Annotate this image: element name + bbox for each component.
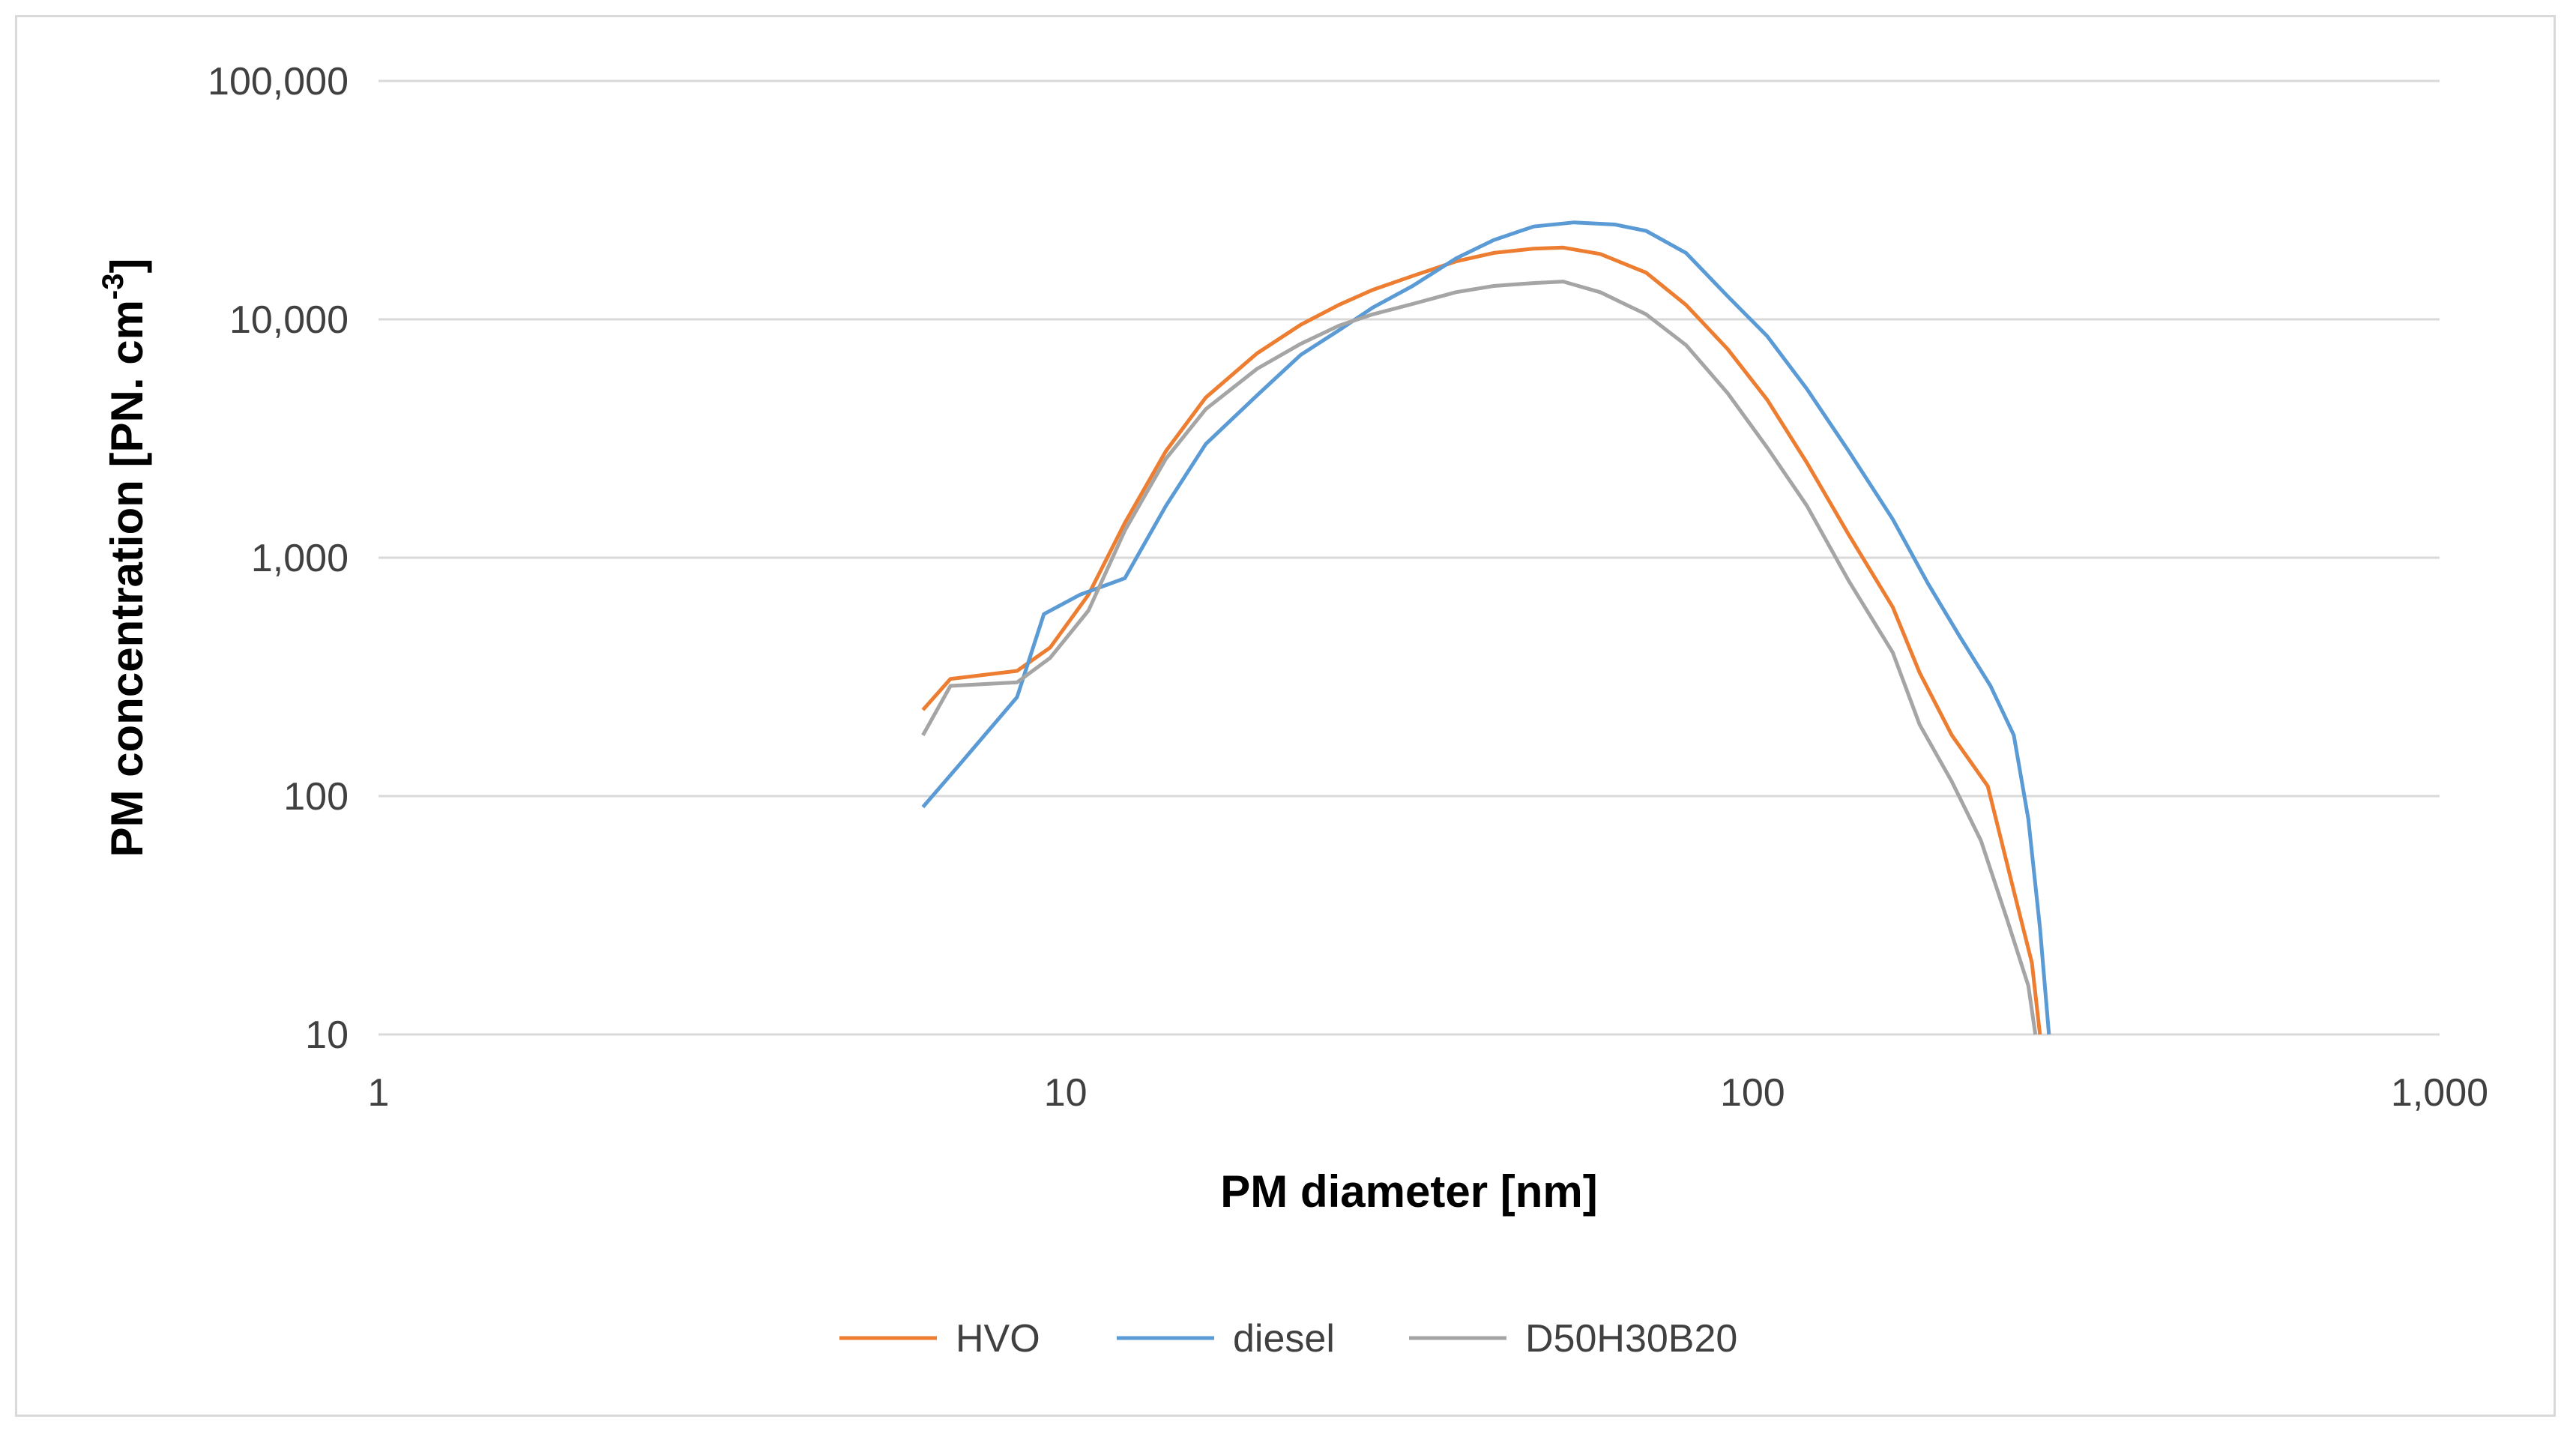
x-tick-label: 100 — [1720, 1071, 1785, 1115]
y-axis-title-end: ] — [102, 259, 152, 274]
x-axis-ticks: 1 10 100 1,000 — [368, 1071, 2489, 1115]
series-line-diesel — [921, 220, 2051, 1035]
x-tick-label: 1 — [368, 1071, 390, 1115]
legend-label: diesel — [1233, 1317, 1335, 1361]
legend-label: HVO — [956, 1317, 1040, 1361]
series-line-hvo — [921, 245, 2042, 1035]
y-tick-label: 10,000 — [229, 298, 349, 342]
x-tick-label: 1,000 — [2391, 1071, 2488, 1115]
x-axis-title: PM diameter [nm] — [1220, 1166, 1597, 1217]
chart-frame — [15, 15, 2556, 1417]
x-tick-label: 10 — [1044, 1071, 1088, 1115]
y-tick-label: 1,000 — [251, 537, 349, 580]
legend-label: D50H30B20 — [1525, 1317, 1737, 1361]
legend: HVO diesel D50H30B20 — [839, 1317, 1737, 1361]
y-axis-title: PM concentration [PN. cm-3] — [97, 259, 152, 858]
series-line-d50h30b20 — [921, 280, 2038, 1035]
series-lines — [921, 220, 2051, 1035]
y-tick-label: 10 — [305, 1013, 349, 1057]
y-axis-title-main: PM concentration [PN. cm — [102, 300, 152, 857]
grid-lines — [378, 79, 2440, 798]
y-axis-title-superscript: -3 — [97, 273, 130, 300]
y-axis-ticks: 10 100 1,000 10,000 100,000 — [208, 60, 349, 1057]
y-tick-label: 100 — [283, 775, 349, 819]
y-tick-label: 100,000 — [208, 60, 349, 103]
